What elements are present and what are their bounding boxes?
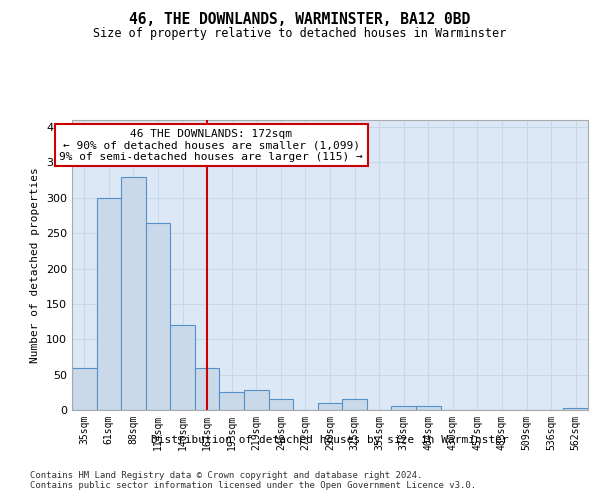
Text: 46, THE DOWNLANDS, WARMINSTER, BA12 0BD: 46, THE DOWNLANDS, WARMINSTER, BA12 0BD [130, 12, 470, 28]
Bar [244, 390, 269, 410]
Bar [97, 198, 121, 410]
Text: 46 THE DOWNLANDS: 172sqm
← 90% of detached houses are smaller (1,099)
9% of semi: 46 THE DOWNLANDS: 172sqm ← 90% of detach… [59, 128, 363, 162]
Text: Size of property relative to detached houses in Warminster: Size of property relative to detached ho… [94, 28, 506, 40]
Bar [318, 403, 342, 410]
Bar [121, 176, 146, 410]
Bar [72, 368, 97, 410]
Bar [391, 406, 416, 410]
Bar [170, 325, 195, 410]
Text: Contains HM Land Registry data © Crown copyright and database right 2024.
Contai: Contains HM Land Registry data © Crown c… [30, 470, 476, 490]
Text: Distribution of detached houses by size in Warminster: Distribution of detached houses by size … [151, 435, 509, 445]
Bar [416, 406, 440, 410]
Bar [563, 408, 588, 410]
Bar [269, 400, 293, 410]
Y-axis label: Number of detached properties: Number of detached properties [31, 167, 40, 363]
Bar [146, 222, 170, 410]
Bar [342, 400, 367, 410]
Bar [220, 392, 244, 410]
Bar [195, 368, 220, 410]
